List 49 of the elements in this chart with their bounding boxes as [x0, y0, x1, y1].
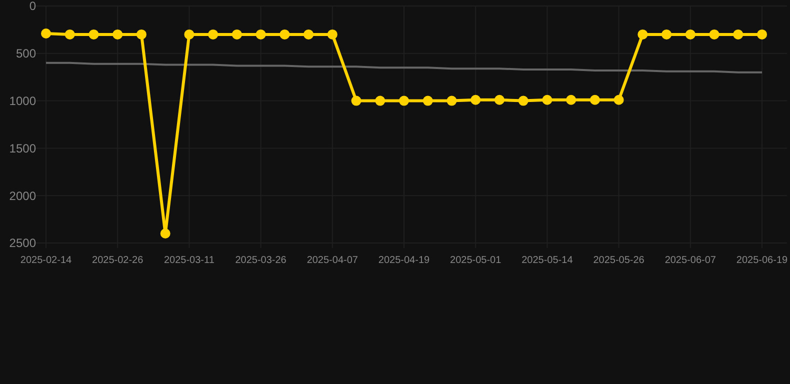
point	[64, 29, 75, 40]
point	[757, 29, 767, 40]
line-series	[45, 62, 763, 74]
point	[590, 94, 600, 105]
point	[733, 29, 744, 40]
x-tick-label: 2025-04-07	[306, 255, 358, 266]
point	[709, 29, 720, 40]
y-tick-label: 1500	[9, 141, 36, 156]
point	[685, 29, 696, 40]
x-tick-label: 2025-06-07	[664, 255, 716, 266]
y-tick-label: 500	[16, 46, 36, 61]
point	[256, 29, 266, 40]
point	[614, 94, 624, 105]
x-tick-label: 2025-05-01	[450, 255, 502, 266]
point	[112, 29, 123, 40]
point	[304, 29, 314, 40]
point	[208, 29, 218, 40]
point	[88, 29, 99, 40]
point	[232, 29, 242, 40]
point	[494, 94, 504, 105]
point	[446, 96, 457, 106]
point	[136, 29, 146, 40]
x-tick-label: 2025-02-26	[92, 255, 144, 266]
x-tick-label: 2025-03-11	[164, 255, 215, 266]
point	[327, 29, 338, 40]
point	[542, 94, 552, 105]
point	[399, 96, 409, 106]
point	[638, 29, 648, 40]
point	[280, 29, 290, 40]
x-tick-label: 2025-04-19	[378, 255, 430, 266]
x-tick-label: 2025-05-26	[593, 255, 645, 266]
point	[41, 28, 51, 38]
y-tick-label: 2000	[9, 188, 36, 203]
point	[662, 29, 672, 40]
y-tick-label: 2500	[9, 236, 36, 250]
y-tick-label: 1000	[9, 94, 36, 108]
point	[351, 96, 362, 106]
x-tick-label: 2025-05-14	[522, 255, 574, 266]
point	[184, 29, 194, 40]
point	[160, 228, 170, 239]
point	[422, 96, 433, 106]
y-tick-label: 0	[29, 0, 36, 14]
x-tick-label: 2025-03-26	[235, 255, 287, 266]
x-tick-label: 2025-06-19	[736, 255, 788, 266]
point	[566, 94, 576, 105]
x-tick-label: 2025-02-14	[20, 255, 72, 266]
point	[518, 96, 528, 106]
point	[375, 96, 386, 106]
point	[470, 94, 481, 105]
